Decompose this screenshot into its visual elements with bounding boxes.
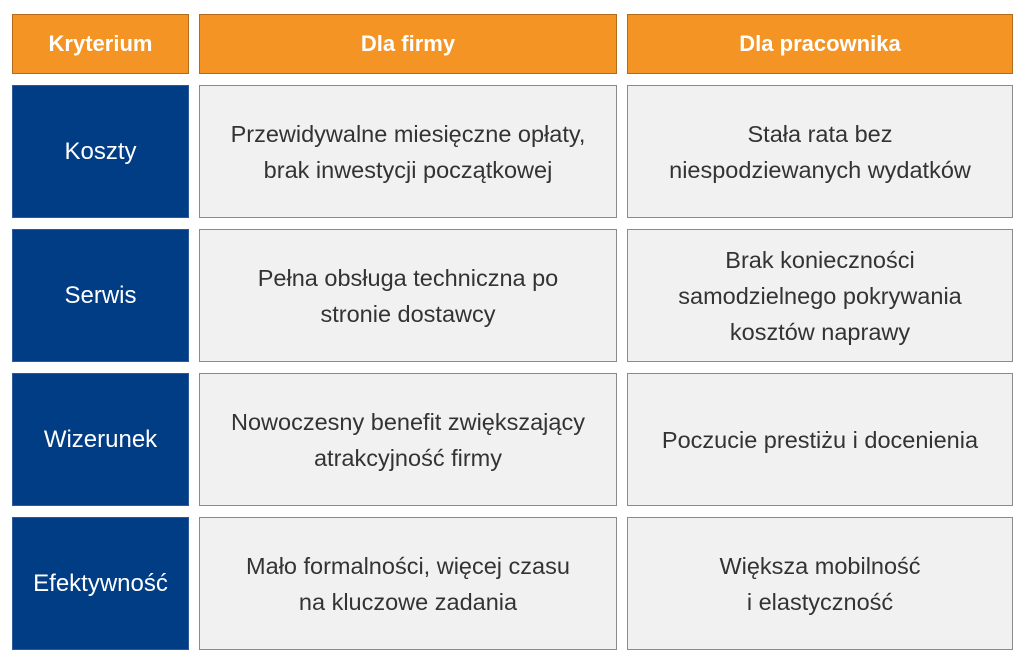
criterion-cell: Serwis (12, 229, 189, 362)
company-cell: Nowoczesny benefit zwiększający atrakcyj… (199, 373, 617, 506)
criterion-cell: Wizerunek (12, 373, 189, 506)
employee-cell: Większa mobilność i elastyczność (627, 517, 1013, 650)
company-cell: Przewidywalne miesięczne opłaty, brak in… (199, 85, 617, 218)
header-criterion: Kryterium (12, 14, 189, 74)
header-label: Dla pracownika (739, 31, 901, 56)
header-company: Dla firmy (199, 14, 617, 74)
criterion-label: Koszty (64, 137, 137, 165)
company-text: Pełna obsługa techniczna po stronie dost… (257, 264, 559, 327)
header-label: Dla firmy (360, 31, 456, 56)
criterion-cell: Efektywność (12, 517, 189, 650)
employee-cell: Stała rata bez niespodziewanych wydatków (627, 85, 1013, 218)
employee-text: Stała rata bez niespodziewanych wydatków (669, 120, 971, 183)
company-text: Mało formalności, więcej czasu na kluczo… (246, 552, 570, 615)
criterion-label: Serwis (64, 281, 137, 309)
employee-cell: Brak konieczności samodzielnego pokrywan… (627, 229, 1013, 362)
employee-text: Poczucie prestiżu i docenienia (661, 426, 979, 453)
company-text: Przewidywalne miesięczne opłaty, brak in… (230, 120, 586, 183)
company-cell: Mało formalności, więcej czasu na kluczo… (199, 517, 617, 650)
company-text: Nowoczesny benefit zwiększający atrakcyj… (231, 408, 585, 471)
employee-text: Większa mobilność i elastyczność (719, 552, 921, 615)
header-employee: Dla pracownika (627, 14, 1013, 74)
criterion-cell: Koszty (12, 85, 189, 218)
company-cell: Pełna obsługa techniczna po stronie dost… (199, 229, 617, 362)
header-label: Kryterium (48, 31, 153, 56)
criterion-label: Wizerunek (43, 425, 158, 453)
criterion-label: Efektywność (33, 569, 168, 597)
employee-text: Brak konieczności samodzielnego pokrywan… (678, 246, 962, 345)
employee-cell: Poczucie prestiżu i docenienia (627, 373, 1013, 506)
